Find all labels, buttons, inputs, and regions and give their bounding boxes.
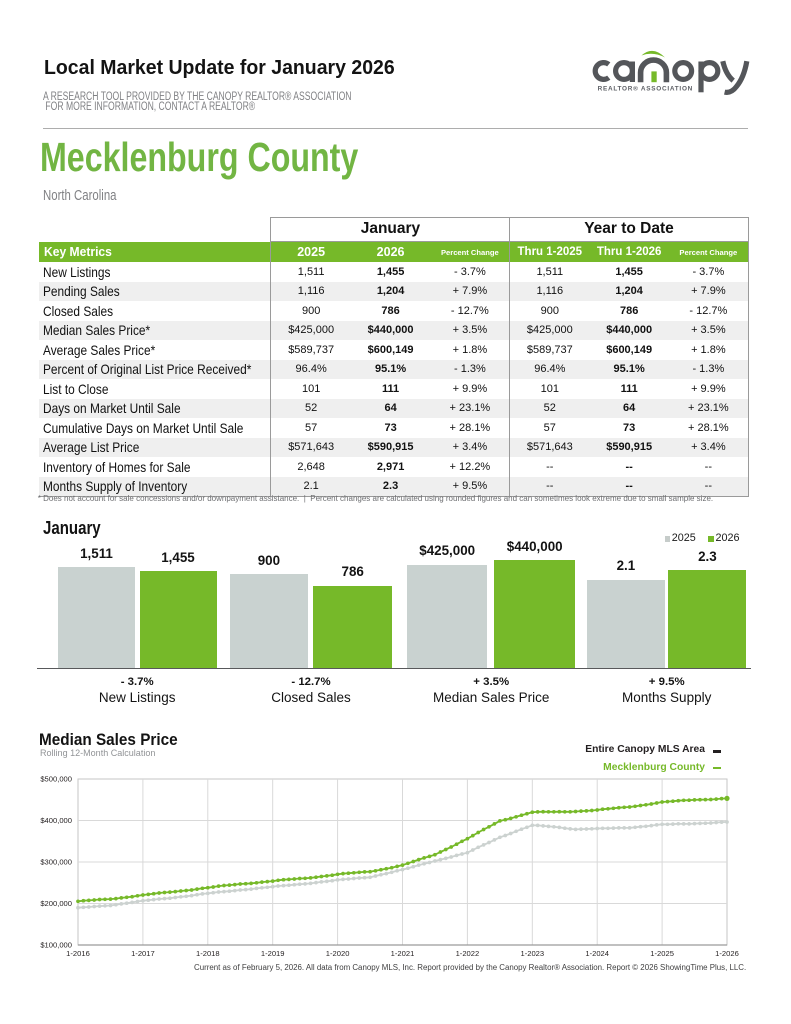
svg-text:1-2021: 1-2021 <box>391 949 415 958</box>
svg-text:$300,000: $300,000 <box>40 858 72 867</box>
svg-text:$200,000: $200,000 <box>40 899 72 908</box>
svg-text:1-2022: 1-2022 <box>456 949 480 958</box>
svg-text:REALTOR® ASSOCIATION: REALTOR® ASSOCIATION <box>598 84 693 92</box>
svg-text:$500,000: $500,000 <box>40 775 72 784</box>
svg-text:1-2024: 1-2024 <box>585 949 609 958</box>
svg-text:1-2020: 1-2020 <box>326 949 350 958</box>
svg-text:$100,000: $100,000 <box>40 941 72 950</box>
svg-text:$400,000: $400,000 <box>40 816 72 825</box>
svg-text:1-2026: 1-2026 <box>715 949 739 958</box>
svg-text:1-2016: 1-2016 <box>66 949 90 958</box>
svg-text:1-2018: 1-2018 <box>196 949 220 958</box>
svg-text:1-2017: 1-2017 <box>131 949 155 958</box>
svg-text:1-2025: 1-2025 <box>650 949 674 958</box>
svg-text:1-2023: 1-2023 <box>520 949 544 958</box>
svg-text:1-2019: 1-2019 <box>261 949 285 958</box>
